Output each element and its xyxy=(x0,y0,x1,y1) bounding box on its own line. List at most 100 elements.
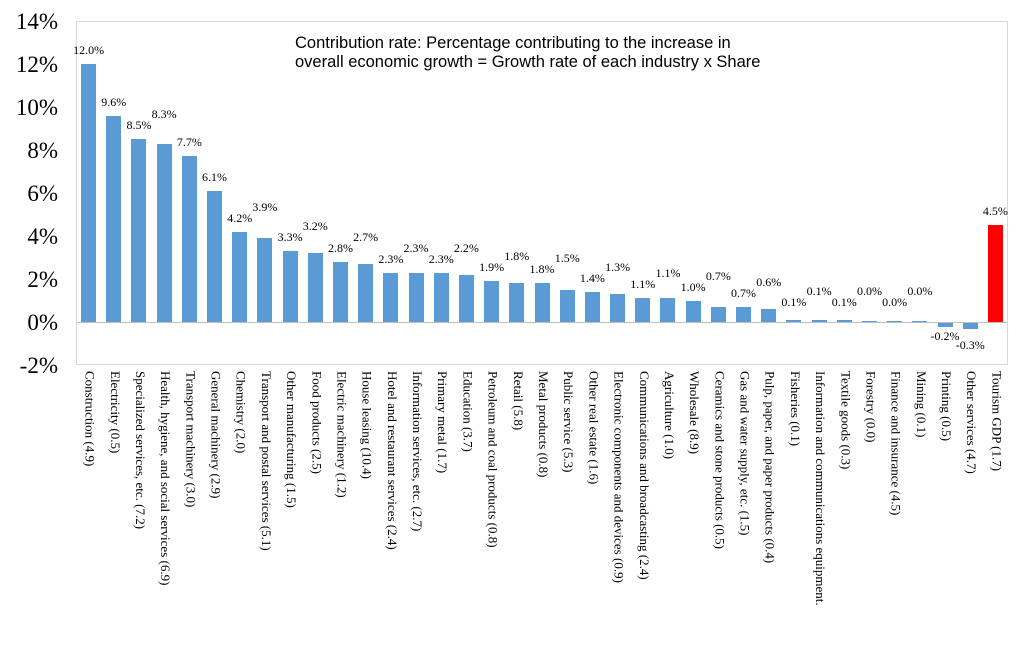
bar xyxy=(660,298,676,322)
bar xyxy=(811,319,827,322)
bar-highlight xyxy=(987,225,1003,322)
data-label: 2.3% xyxy=(428,251,454,266)
data-label: 1.1% xyxy=(630,277,656,292)
y-tick-label: 12% xyxy=(15,52,58,77)
data-label: 0.1% xyxy=(806,284,832,298)
data-label: 1.8% xyxy=(504,249,530,264)
category-label: General machinery (2.9) xyxy=(208,371,223,499)
category-label: Other real estate (1.6) xyxy=(586,371,601,485)
data-label: 1.1% xyxy=(655,266,681,281)
bar xyxy=(358,263,374,322)
y-tick-label: -2% xyxy=(19,353,58,378)
category-label: Primary metal (1.7) xyxy=(435,371,450,474)
data-label: 4.5% xyxy=(982,204,1008,219)
category-label: Chemistry (2.0) xyxy=(233,371,248,454)
category-label: Other manufacturing (1.5) xyxy=(284,371,299,508)
bar xyxy=(156,143,172,322)
data-label: 2.8% xyxy=(327,240,353,255)
bar xyxy=(106,115,122,322)
data-label: 1.0% xyxy=(680,279,706,294)
category-label: Mining (0.1) xyxy=(913,371,928,438)
category-label: Pulp, paper, and paper products (0.4) xyxy=(762,371,777,564)
data-label: 3.3% xyxy=(277,230,303,245)
data-label: 3.2% xyxy=(302,219,328,234)
zero-axis-line xyxy=(77,322,1007,323)
bar xyxy=(584,291,600,322)
data-label: 2.2% xyxy=(453,240,479,255)
category-label: Wholesale (8.9) xyxy=(687,371,702,455)
category-label: Tourism GDP (1.7) xyxy=(989,371,1004,472)
y-tick-label: 14% xyxy=(15,9,58,34)
bar xyxy=(610,294,626,322)
bar xyxy=(685,300,701,322)
category-label: Gas and water supply, etc. (1.5) xyxy=(737,371,752,536)
data-label: 0.0% xyxy=(856,284,882,298)
data-label: 8.5% xyxy=(126,118,152,133)
bar xyxy=(484,281,500,322)
data-label: 2.7% xyxy=(353,229,379,244)
category-label: Textile goods (0.3) xyxy=(838,371,853,470)
chart-title-line2: overall economic growth = Growth rate of… xyxy=(295,52,761,71)
bar xyxy=(131,139,147,322)
data-label: 1.5% xyxy=(554,251,580,266)
category-label: Communications and broadcasting (2.4) xyxy=(636,371,651,580)
bar xyxy=(207,190,223,322)
category-label: Agriculture (1.0) xyxy=(661,371,676,460)
category-label: Other services (4.7) xyxy=(964,371,979,474)
data-label: 6.1% xyxy=(202,169,228,184)
category-label: Construction (4.9) xyxy=(82,371,97,467)
data-label: 1.4% xyxy=(579,270,605,285)
category-label: Information and communications equipment… xyxy=(813,371,828,606)
category-label: Ceramics and stone products (0.5) xyxy=(712,371,727,549)
y-tick-label: 10% xyxy=(15,95,58,120)
category-label: Metal products (0.8) xyxy=(536,371,550,478)
y-tick-label: 8% xyxy=(27,138,58,163)
chart-title: Contribution rate: Percentage contributi… xyxy=(295,34,760,71)
data-label: 2.3% xyxy=(378,251,404,266)
bar xyxy=(559,289,575,322)
data-label: 0.0% xyxy=(907,284,933,298)
data-label: 0.7% xyxy=(731,285,756,300)
bar xyxy=(937,323,953,328)
bar xyxy=(257,238,273,322)
bar xyxy=(736,306,751,322)
category-label: Fisheries (0.1) xyxy=(787,371,802,447)
bar xyxy=(962,323,978,330)
bar xyxy=(408,272,424,322)
bar xyxy=(181,156,197,322)
y-tick-label: 4% xyxy=(27,224,58,249)
bar xyxy=(383,272,399,322)
category-label: Health, hygiene, and social services (6.… xyxy=(158,371,173,586)
data-label: 4.2% xyxy=(227,210,253,225)
bar xyxy=(761,309,777,322)
data-label: 1.3% xyxy=(605,259,631,274)
category-label: Transport and postal services (5.1) xyxy=(258,371,273,551)
data-label: 7.7% xyxy=(176,135,202,150)
bar xyxy=(332,261,348,322)
y-tick-label: 0% xyxy=(27,310,58,335)
data-label: 9.6% xyxy=(101,94,127,109)
data-label: -0.3% xyxy=(955,338,985,353)
bar xyxy=(534,283,550,322)
category-label: Education (3.7) xyxy=(460,371,475,452)
category-label: Electric machinery (1.2) xyxy=(334,371,349,498)
bar xyxy=(307,253,323,322)
category-label: Retail (5.8) xyxy=(510,371,525,431)
data-label: 0.1% xyxy=(781,295,807,309)
data-label: 3.9% xyxy=(252,199,278,214)
data-label: 0.6% xyxy=(756,274,782,289)
bar xyxy=(81,64,97,322)
bar xyxy=(232,231,248,322)
data-label: 1.8% xyxy=(529,262,555,277)
category-label: Finance and insurance (4.5) xyxy=(888,371,903,516)
bar xyxy=(887,321,903,322)
bar xyxy=(836,319,852,322)
data-label: 8.3% xyxy=(151,107,177,122)
y-tick-label: 2% xyxy=(27,267,58,292)
bar xyxy=(912,321,928,322)
plot-area xyxy=(76,21,1008,365)
bar xyxy=(509,283,525,322)
data-label: 2.3% xyxy=(403,240,429,255)
bar xyxy=(433,272,449,322)
